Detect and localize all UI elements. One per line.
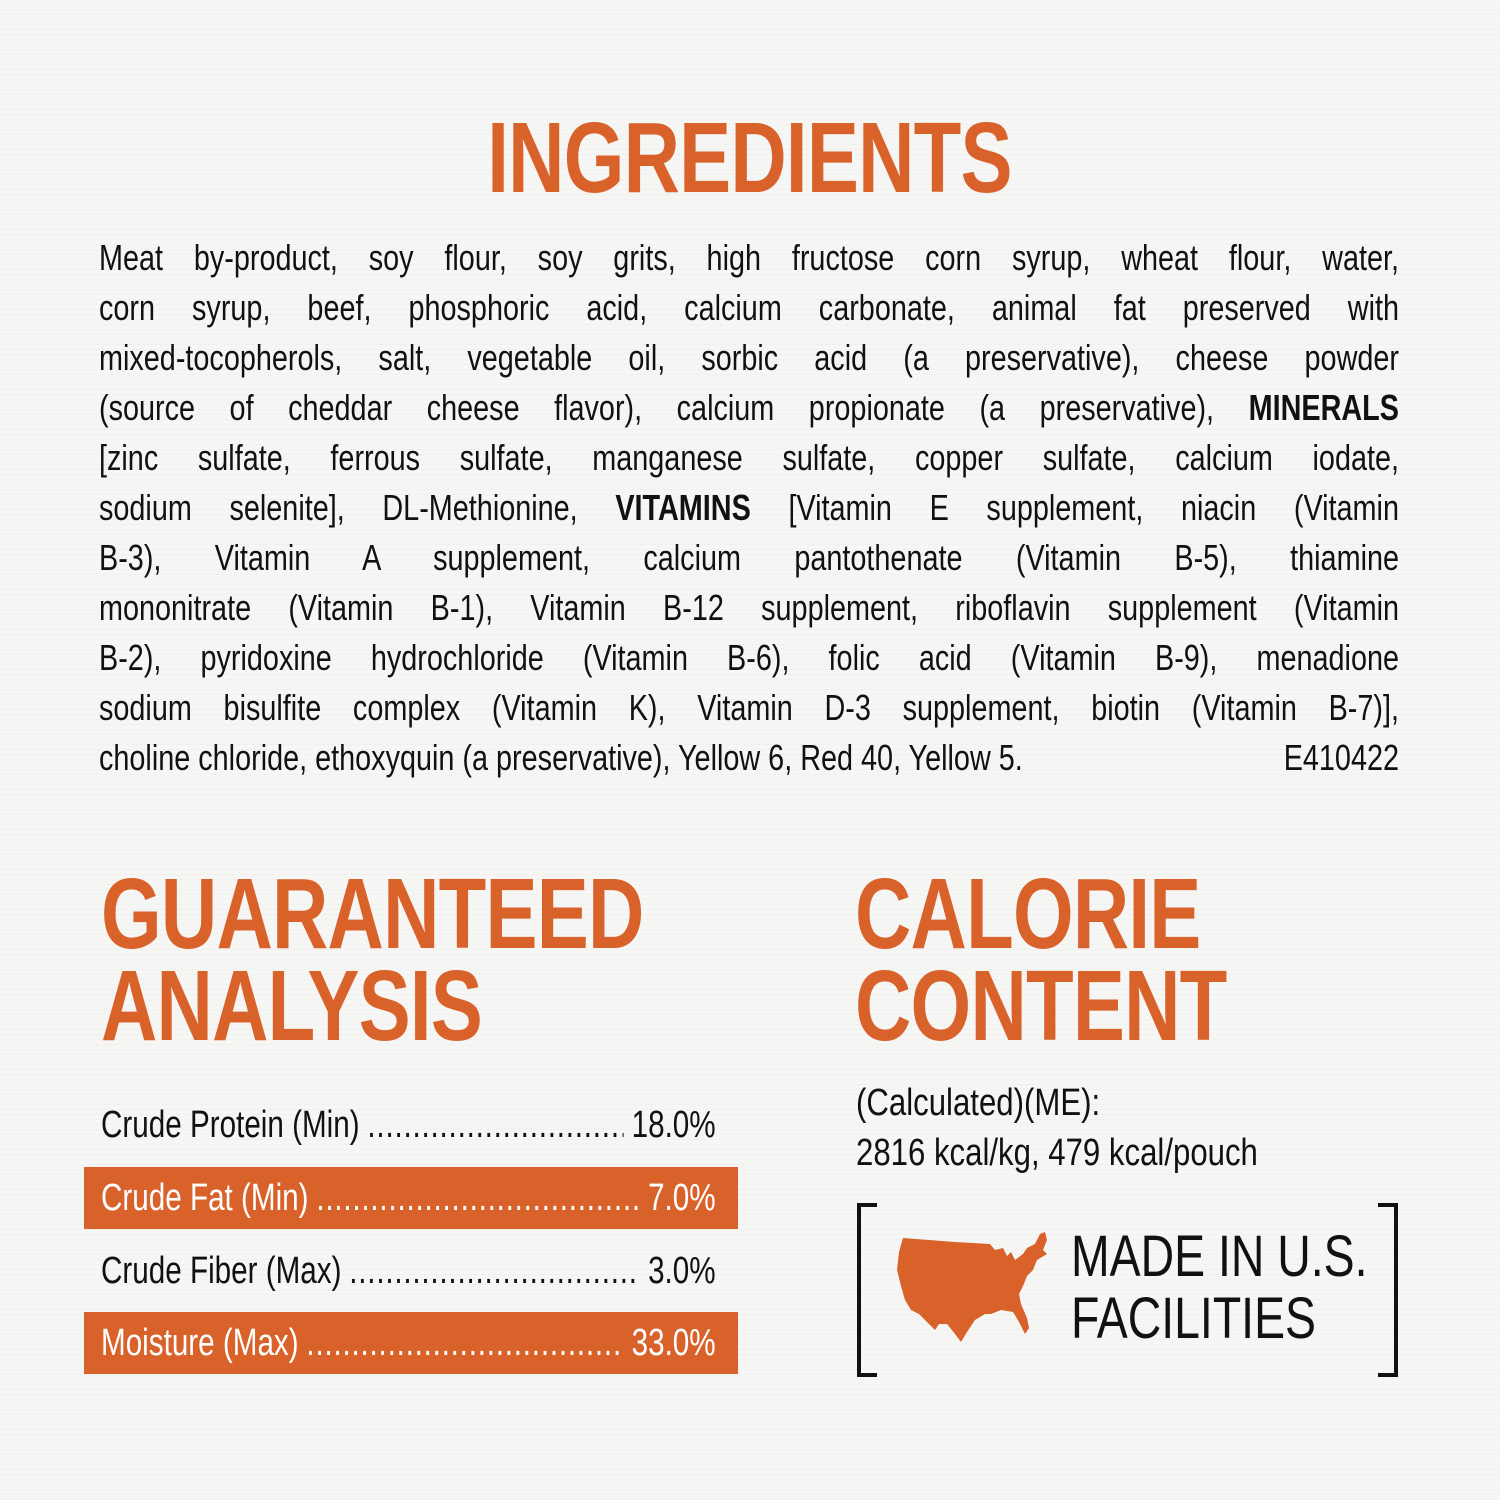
ingredients-text: choline chloride, ethoxyquin (a preserva… [99,737,1023,778]
ingredients-line: (source of cheddar cheese flavor), calci… [99,388,1399,428]
analysis-label: Crude Protein (Min) [101,1104,360,1146]
ingredients-line: choline chloride, ethoxyquin (a preserva… [99,738,1399,778]
ingredients-line: [zinc sulfate, ferrous sulfate, manganes… [99,437,1399,478]
analysis-value: 3.0% [648,1250,716,1292]
analysis-value: 33.0% [631,1322,716,1364]
analysis-value: 18.0% [631,1104,716,1146]
product-code: E410422 [1283,737,1399,778]
made-in-line-1: MADE IN U.S. [1071,1224,1368,1289]
ingredients-line: sodium bisulfite complex (Vitamin K), Vi… [99,687,1399,728]
analysis-label: Crude Fiber (Max) [101,1250,342,1292]
made-in-line-2: FACILITIES [1071,1286,1316,1351]
ingredients-text: (source of cheddar cheese flavor), calci… [99,387,1215,428]
left-bracket [857,1203,877,1377]
ingredients-line: B-3), Vitamin A supplement, calcium pant… [99,537,1399,578]
analysis-label: Moisture (Max) [101,1322,299,1364]
calorie-method: (Calculated)(ME): [856,1082,1101,1124]
calorie-content-title-1: CALORIE [855,858,1201,970]
dot-leader [306,1323,623,1363]
ingredients-line: B-2), pyridoxine hydrochloride (Vitamin … [99,637,1399,678]
minerals-label: MINERALS [1248,387,1399,428]
analysis-row-fiber: Crude Fiber (Max) 3.0% [84,1240,738,1302]
ingredients-line: mononitrate (Vitamin B-1), Vitamin B-12 … [99,587,1399,628]
analysis-row-fat: Crude Fat (Min) 7.0% [84,1167,738,1229]
analysis-value: 7.0% [648,1177,716,1219]
ingredients-title: INGREDIENTS [487,102,1012,214]
ingredients-text: [Vitamin E supplement, niacin (Vitamin [788,487,1399,528]
guaranteed-analysis-title-1: GUARANTEED [101,858,644,970]
analysis-row-moisture: Moisture (Max) 33.0% [84,1312,738,1374]
ingredients-line: mixed-tocopherols, salt, vegetable oil, … [99,337,1399,378]
dot-leader [316,1178,640,1218]
usa-map-icon [897,1232,1047,1342]
calorie-content-title-2: CONTENT [855,950,1227,1062]
ingredients-line: Meat by-product, soy flour, soy grits, h… [99,237,1399,278]
calorie-values: 2816 kcal/kg, 479 kcal/pouch [856,1132,1258,1174]
dot-leader [349,1251,640,1291]
vitamins-label: VITAMINS [615,487,751,528]
guaranteed-analysis-title-2: ANALYSIS [101,950,483,1062]
dot-leader [367,1105,623,1145]
analysis-label: Crude Fat (Min) [101,1177,309,1219]
ingredients-line: sodium selenite], DL-Methionine, VITAMIN… [99,488,1399,528]
ingredients-line: corn syrup, beef, phosphoric acid, calci… [99,287,1399,328]
analysis-row-protein: Crude Protein (Min) 18.0% [84,1094,738,1156]
ingredients-text: sodium selenite], DL-Methionine, [99,487,578,528]
right-bracket [1378,1203,1398,1377]
